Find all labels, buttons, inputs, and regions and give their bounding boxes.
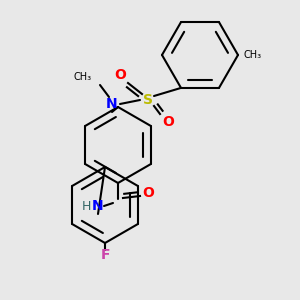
Text: H: H	[81, 200, 91, 212]
Text: F: F	[100, 248, 110, 262]
Text: CH₃: CH₃	[74, 72, 92, 82]
Text: O: O	[114, 68, 126, 82]
Text: O: O	[162, 115, 174, 129]
Text: O: O	[142, 186, 154, 200]
Text: S: S	[143, 93, 153, 107]
Text: N: N	[106, 97, 118, 111]
Text: CH₃: CH₃	[243, 50, 261, 60]
Text: N: N	[92, 199, 104, 213]
